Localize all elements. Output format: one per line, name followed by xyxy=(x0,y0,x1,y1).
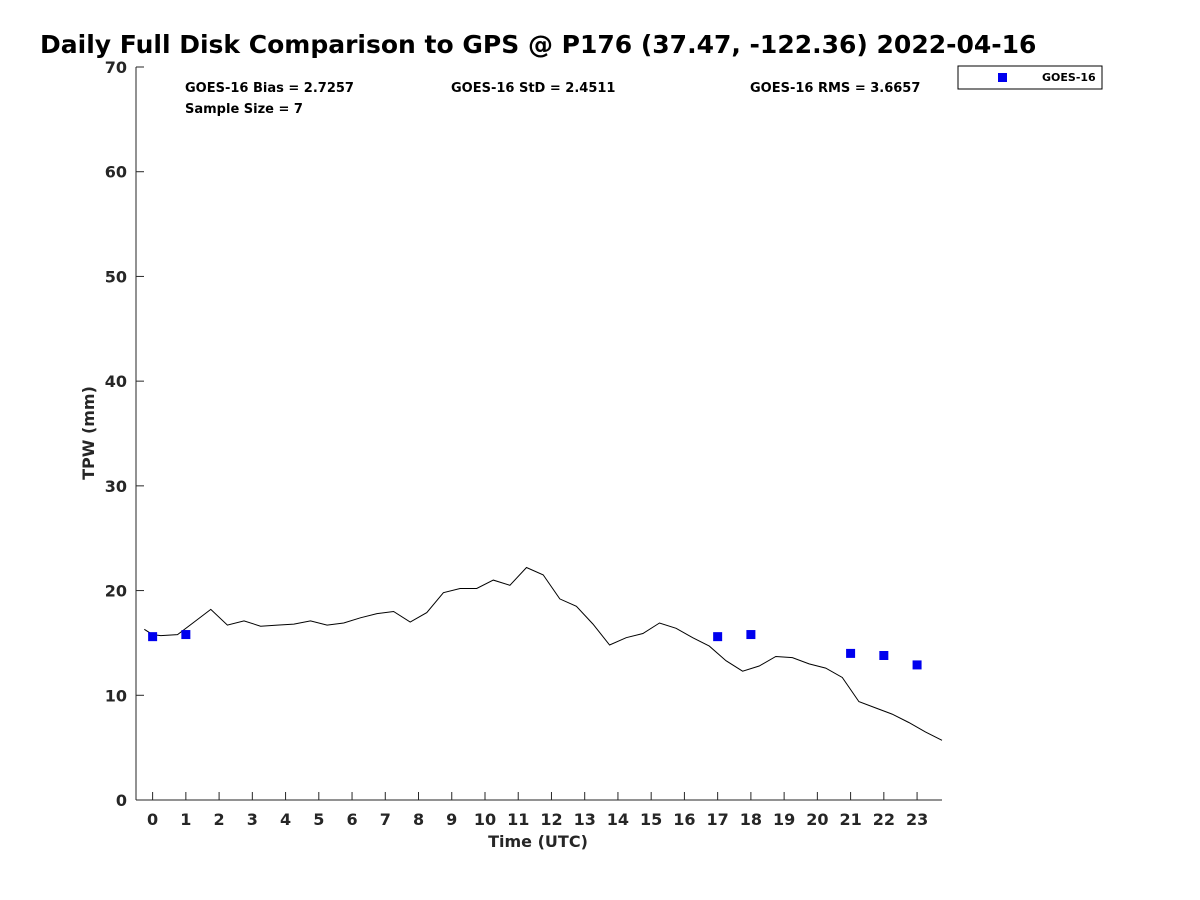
x-tick-label: 4 xyxy=(280,810,291,829)
x-tick-label: 7 xyxy=(380,810,391,829)
x-tick-label: 1 xyxy=(180,810,191,829)
y-tick-label: 30 xyxy=(105,477,127,496)
goes16-point xyxy=(912,660,922,670)
goes16-point xyxy=(148,632,158,642)
y-tick-label: 60 xyxy=(105,163,127,182)
gps-tpw-line xyxy=(144,566,943,741)
goes16-point xyxy=(846,648,856,658)
points-layer xyxy=(148,630,922,670)
x-tick-label: 0 xyxy=(147,810,158,829)
x-tick-label: 10 xyxy=(474,810,496,829)
axes xyxy=(135,67,942,801)
legend-box xyxy=(957,65,1103,90)
x-tick-label: 11 xyxy=(507,810,529,829)
x-tick-label: 23 xyxy=(906,810,928,829)
x-tick-label: 12 xyxy=(540,810,562,829)
x-tick-label: 9 xyxy=(446,810,457,829)
x-tick-label: 15 xyxy=(640,810,662,829)
y-tick-label: 10 xyxy=(105,686,127,705)
x-axis-label: Time (UTC) xyxy=(488,832,588,851)
x-tick-label: 8 xyxy=(413,810,424,829)
y-tick-label: 40 xyxy=(105,372,127,391)
legend-marker xyxy=(998,73,1007,82)
x-tick-label: 3 xyxy=(247,810,258,829)
x-tick-label: 22 xyxy=(873,810,895,829)
chart-title: Daily Full Disk Comparison to GPS @ P176… xyxy=(40,30,1037,59)
y-tick-label: 50 xyxy=(105,267,127,286)
y-tick-label: 20 xyxy=(105,582,127,601)
legend-label: GOES-16 xyxy=(1042,71,1096,84)
x-tick-label: 6 xyxy=(346,810,357,829)
x-tick-label: 20 xyxy=(806,810,828,829)
goes16-point xyxy=(746,630,756,640)
tick-marks: 0 1 2 3 4 5 6 7 8 9 10 11 12 13 14 15 16 17 18 19 20 21 22 2301… xyxy=(105,58,928,829)
x-tick-label: 21 xyxy=(839,810,861,829)
x-tick-label: 14 xyxy=(607,810,629,829)
goes16-point xyxy=(181,630,191,640)
y-axis-label: TPW (mm) xyxy=(79,386,98,480)
x-tick-label: 2 xyxy=(214,810,225,829)
goes16-point xyxy=(713,632,723,642)
goes16-point xyxy=(879,650,889,660)
x-tick-label: 13 xyxy=(574,810,596,829)
y-tick-label: 70 xyxy=(105,58,127,77)
x-tick-label: 18 xyxy=(740,810,762,829)
stat-bias: GOES-16 Bias = 2.7257 xyxy=(185,81,354,96)
legend: GOES-16 xyxy=(957,65,1103,90)
line-layer xyxy=(144,566,943,741)
y-tick-label: 0 xyxy=(116,791,127,810)
stat-std: GOES-16 StD = 2.4511 xyxy=(451,81,615,96)
x-tick-label: 17 xyxy=(707,810,729,829)
stat-rms: GOES-16 RMS = 3.6657 xyxy=(750,81,920,96)
stat-sample-size: Sample Size = 7 xyxy=(185,102,303,117)
x-tick-label: 5 xyxy=(313,810,324,829)
x-tick-label: 19 xyxy=(773,810,795,829)
x-tick-label: 16 xyxy=(673,810,695,829)
